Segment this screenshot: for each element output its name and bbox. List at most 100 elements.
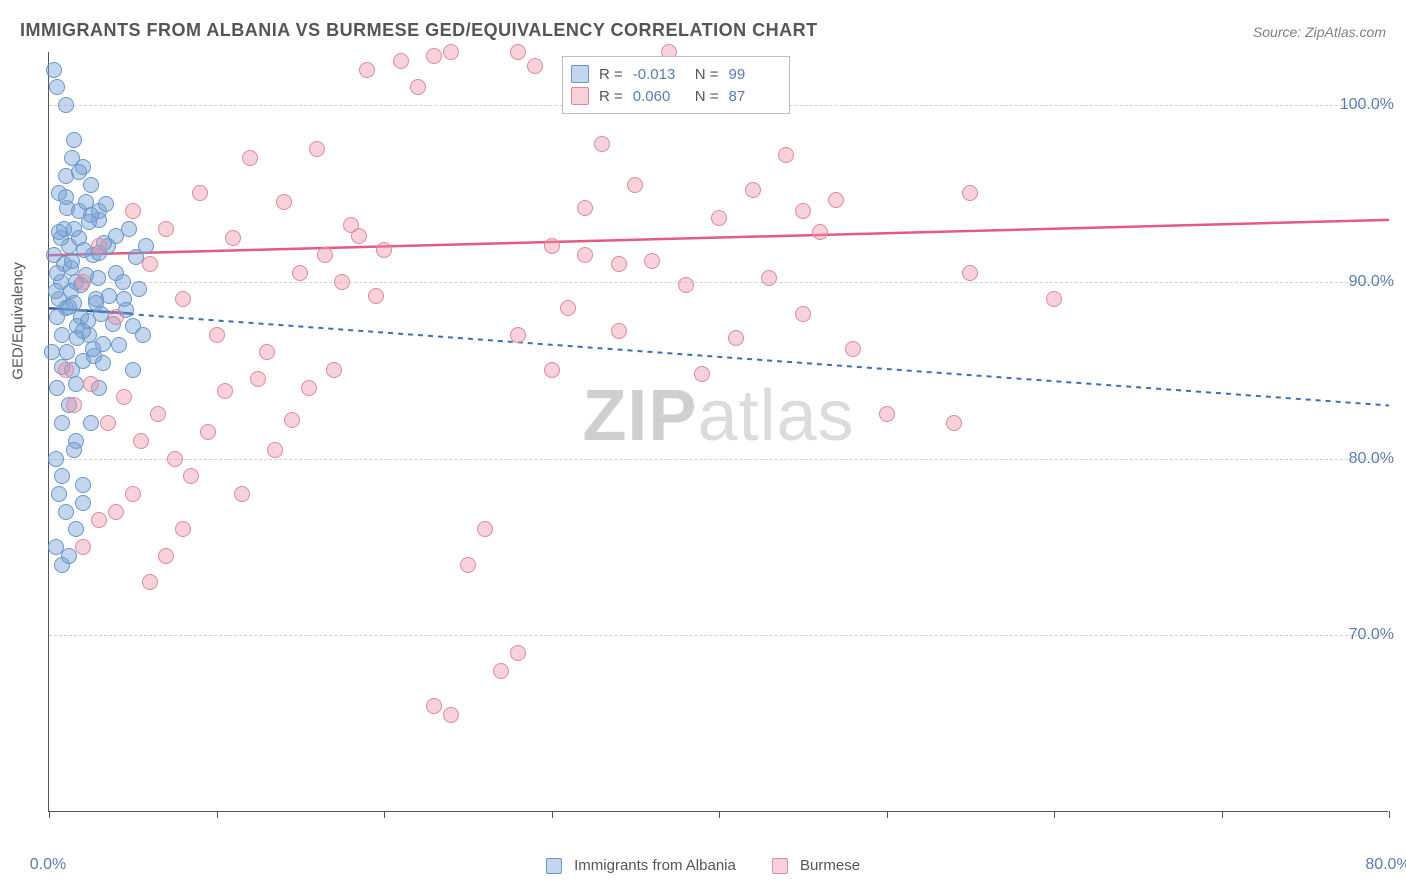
scatter-point <box>209 327 225 343</box>
scatter-point <box>58 504 74 520</box>
scatter-point <box>91 512 107 528</box>
y-tick-label: 90.0% <box>1349 273 1394 291</box>
scatter-point <box>91 238 107 254</box>
scatter-point <box>133 433 149 449</box>
scatter-point <box>594 136 610 152</box>
y-tick-label: 100.0% <box>1340 96 1394 114</box>
scatter-point <box>577 247 593 263</box>
swatch-burmese-icon <box>772 858 788 874</box>
scatter-point <box>66 442 82 458</box>
scatter-point <box>443 44 459 60</box>
x-tick <box>552 811 553 818</box>
scatter-point <box>131 281 147 297</box>
swatch-albania-icon <box>571 65 589 83</box>
scatter-point <box>46 62 62 78</box>
x-tick <box>719 811 720 818</box>
scatter-point <box>142 574 158 590</box>
scatter-point <box>477 521 493 537</box>
scatter-point <box>135 327 151 343</box>
scatter-point <box>376 242 392 258</box>
scatter-point <box>493 663 509 679</box>
scatter-point <box>44 344 60 360</box>
scatter-point <box>158 548 174 564</box>
scatter-point <box>510 645 526 661</box>
scatter-point <box>54 327 70 343</box>
scatter-point <box>544 238 560 254</box>
scatter-point <box>359 62 375 78</box>
scatter-point <box>292 265 308 281</box>
scatter-point <box>510 327 526 343</box>
scatter-point <box>795 306 811 322</box>
scatter-point <box>54 415 70 431</box>
scatter-point <box>259 344 275 360</box>
gridline-h <box>49 459 1388 460</box>
stats-legend-box: R = -0.013 N = 99 R = 0.060 N = 87 <box>562 56 790 114</box>
x-tick <box>217 811 218 818</box>
scatter-point <box>95 355 111 371</box>
stats-row-burmese: R = 0.060 N = 87 <box>571 85 781 107</box>
scatter-point <box>962 265 978 281</box>
scatter-point <box>75 323 91 339</box>
scatter-point <box>317 247 333 263</box>
scatter-point <box>64 253 80 269</box>
scatter-point <box>98 196 114 212</box>
scatter-point <box>125 362 141 378</box>
plot-area: ZIPatlas <box>48 52 1388 812</box>
scatter-point <box>85 341 101 357</box>
scatter-point <box>217 383 233 399</box>
scatter-point <box>828 192 844 208</box>
scatter-point <box>115 274 131 290</box>
scatter-point <box>745 182 761 198</box>
swatch-burmese-icon <box>571 87 589 105</box>
scatter-point <box>61 299 77 315</box>
scatter-point <box>58 97 74 113</box>
scatter-point <box>150 406 166 422</box>
y-tick-label: 80.0% <box>1349 450 1394 468</box>
scatter-point <box>100 415 116 431</box>
scatter-point <box>175 291 191 307</box>
scatter-point <box>49 79 65 95</box>
scatter-point <box>200 424 216 440</box>
scatter-point <box>68 376 84 392</box>
scatter-point <box>58 362 74 378</box>
scatter-point <box>326 362 342 378</box>
scatter-point <box>83 376 99 392</box>
scatter-point <box>234 486 250 502</box>
scatter-point <box>577 200 593 216</box>
scatter-point <box>121 221 137 237</box>
scatter-point <box>108 504 124 520</box>
scatter-point <box>410 79 426 95</box>
x-tick <box>1222 811 1223 818</box>
scatter-point <box>83 177 99 193</box>
x-tick <box>49 811 50 818</box>
scatter-point <box>351 228 367 244</box>
scatter-point <box>111 337 127 353</box>
gridline-h <box>49 282 1388 283</box>
scatter-point <box>962 185 978 201</box>
scatter-point <box>46 247 62 263</box>
stats-row-albania: R = -0.013 N = 99 <box>571 63 781 85</box>
scatter-point <box>66 397 82 413</box>
scatter-point <box>276 194 292 210</box>
scatter-point <box>158 221 174 237</box>
swatch-albania-icon <box>546 858 562 874</box>
x-tick <box>887 811 888 818</box>
x-tick <box>384 811 385 818</box>
scatter-point <box>71 164 87 180</box>
scatter-point <box>778 147 794 163</box>
scatter-point <box>795 203 811 219</box>
x-tick <box>1389 811 1390 818</box>
scatter-point <box>527 58 543 74</box>
scatter-point <box>1046 291 1062 307</box>
scatter-point <box>175 521 191 537</box>
scatter-point <box>284 412 300 428</box>
scatter-point <box>58 189 74 205</box>
scatter-point <box>48 283 64 299</box>
scatter-point <box>48 451 64 467</box>
y-axis-label: GED/Equivalency <box>10 262 27 380</box>
scatter-point <box>167 451 183 467</box>
scatter-point <box>83 415 99 431</box>
scatter-point <box>560 300 576 316</box>
scatter-point <box>183 468 199 484</box>
gridline-h <box>49 635 1388 636</box>
